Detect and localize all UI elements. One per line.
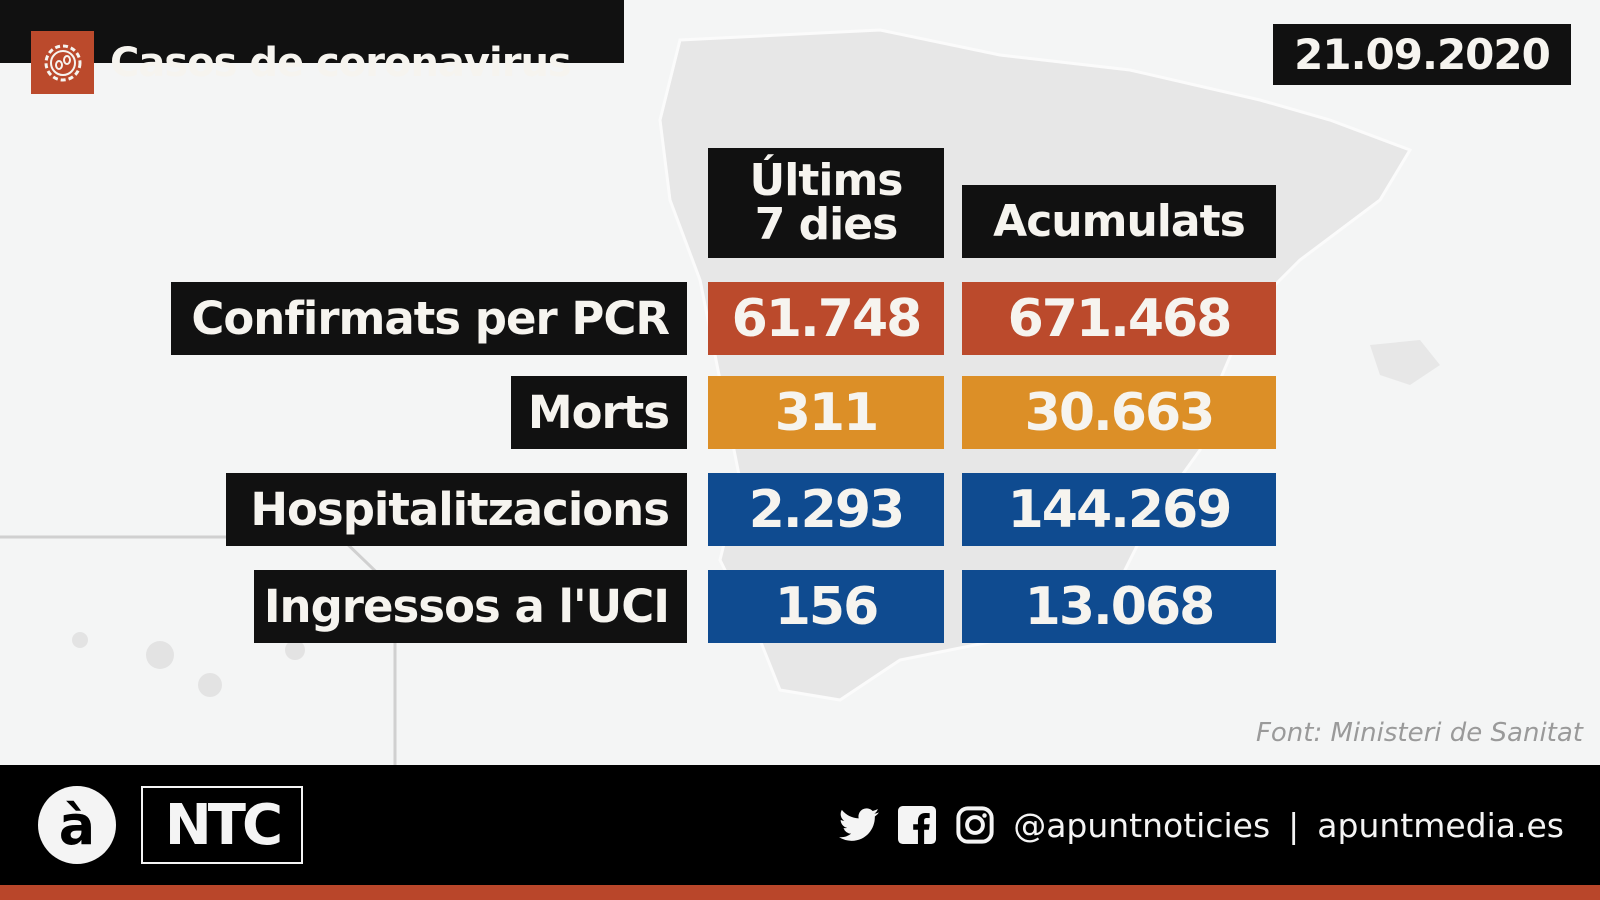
pcr-cumulative-value: 671.468 — [962, 282, 1276, 355]
date-badge: 21.09.2020 — [1273, 24, 1571, 85]
row-label-hospitalizations: Hospitalitzacions — [226, 473, 687, 546]
deaths-cumulative-value: 30.663 — [962, 376, 1276, 449]
column-header-last-7-days: Últims 7 dies — [708, 148, 944, 258]
source-note: Font: Ministeri de Sanitat — [1255, 718, 1583, 748]
separator: | — [1288, 805, 1300, 845]
footer-accent-strip — [0, 885, 1600, 900]
pcr-last7-value: 61.748 — [708, 282, 944, 355]
footer-bar — [0, 765, 1600, 885]
social-handle[interactable]: @apuntnoticies — [1013, 805, 1271, 845]
website-link[interactable]: apuntmedia.es — [1317, 805, 1564, 845]
hospitalizations-last7-value: 2.293 — [708, 473, 944, 546]
apunt-logo: à — [38, 786, 116, 864]
page-title: Casos de coronavirus — [110, 39, 572, 86]
facebook-icon[interactable] — [897, 805, 937, 845]
row-label-deaths: Morts — [511, 376, 687, 449]
virus-icon — [31, 31, 94, 94]
column-header-cumulative: Acumulats — [962, 185, 1276, 258]
ntc-logo: NTC — [141, 786, 303, 864]
title-banner — [0, 0, 624, 63]
hospitalizations-cumulative-value: 144.269 — [962, 473, 1276, 546]
social-links: @apuntnoticies | apuntmedia.es — [839, 786, 1564, 864]
twitter-icon[interactable] — [839, 805, 880, 845]
row-label-pcr: Confirmats per PCR — [171, 282, 687, 355]
icu-last7-value: 156 — [708, 570, 944, 643]
row-label-icu: Ingressos a l'UCI — [254, 570, 687, 643]
deaths-last7-value: 311 — [708, 376, 944, 449]
instagram-icon[interactable] — [955, 805, 995, 845]
icu-cumulative-value: 13.068 — [962, 570, 1276, 643]
